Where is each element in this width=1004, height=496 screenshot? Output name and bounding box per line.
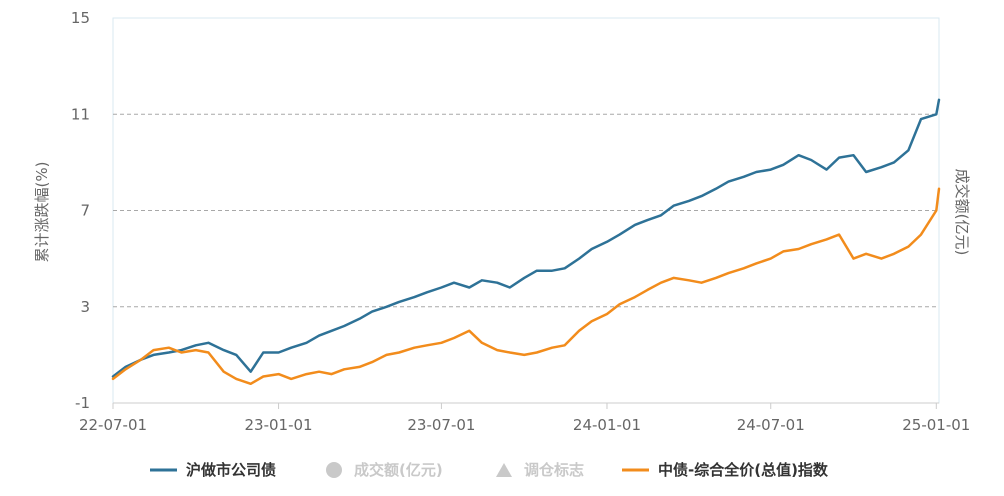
legend: 沪做市公司债 成交额(亿元) 调仓标志 中债-综合全价(总值)指数 xyxy=(150,461,829,479)
legend-item-1[interactable]: 成交额(亿元) xyxy=(326,461,443,479)
legend-item-2[interactable]: 调仓标志 xyxy=(496,461,584,479)
x-tick-label: 22-07-01 xyxy=(79,416,147,434)
y-tick-label: -1 xyxy=(75,394,90,412)
x-axis: 22-07-01 23-01-01 23-07-01 24-01-01 24-07-01… xyxy=(79,402,970,434)
legend-item-3[interactable]: 中债-综合全价(总值)指数 xyxy=(622,461,829,479)
legend-label: 调仓标志 xyxy=(524,461,584,479)
y-tick-label: 11 xyxy=(71,105,90,123)
y-tick-label: 7 xyxy=(80,202,90,220)
series-layer xyxy=(111,98,941,386)
y-tick-label: 3 xyxy=(80,298,90,316)
y-tick-label: 15 xyxy=(71,9,90,27)
y-axis-title-right: 成交额(亿元) xyxy=(953,169,971,256)
x-tick-label: 24-07-01 xyxy=(737,416,805,434)
legend-item-0[interactable]: 沪做市公司债 xyxy=(150,461,276,479)
x-tick-label: 23-07-01 xyxy=(407,416,475,434)
legend-label: 成交额(亿元) xyxy=(354,461,443,479)
y-axis-title-left: 累计涨跌幅(%) xyxy=(33,162,51,263)
legend-label: 中债-综合全价(总值)指数 xyxy=(658,461,829,479)
series-line-0 xyxy=(111,98,941,378)
x-tick-label: 24-01-01 xyxy=(573,416,641,434)
legend-triangle-marker xyxy=(496,463,512,477)
legend-circle-marker xyxy=(326,462,342,478)
x-tick-label: 23-01-01 xyxy=(245,416,313,434)
y-tick-labels: 15 11 7 3 -1 xyxy=(71,9,90,412)
x-tick-label: 25-01-01 xyxy=(902,416,970,434)
legend-label: 沪做市公司债 xyxy=(186,461,276,479)
series-line-1 xyxy=(111,187,941,386)
grid-lines xyxy=(113,113,939,308)
